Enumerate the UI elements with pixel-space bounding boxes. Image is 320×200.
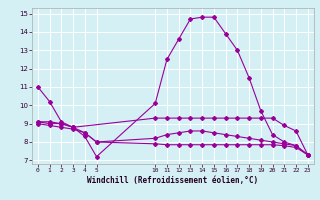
X-axis label: Windchill (Refroidissement éolien,°C): Windchill (Refroidissement éolien,°C) bbox=[87, 176, 258, 185]
